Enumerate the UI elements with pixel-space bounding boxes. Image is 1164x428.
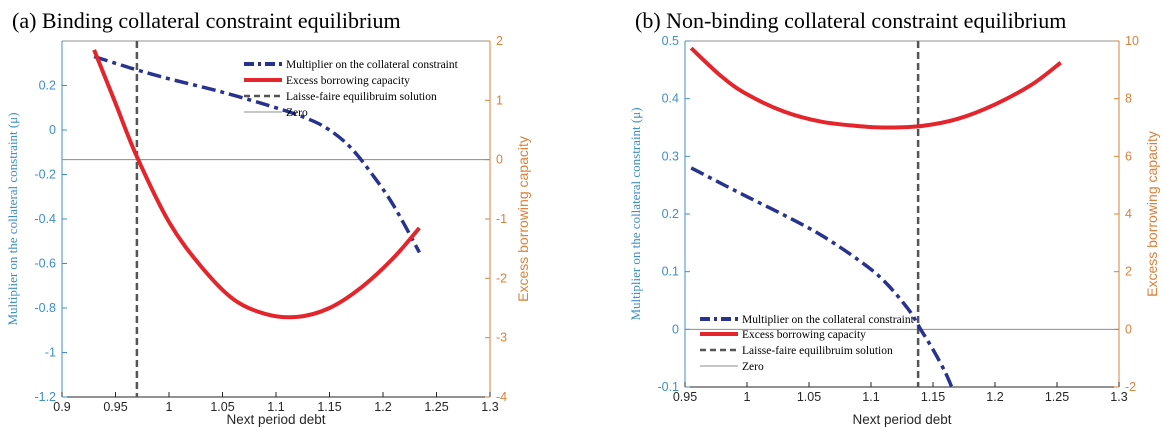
panel-0-x-tick-label: 1.15 [317, 400, 341, 414]
panel-0-x-tick-label: 1.3 [481, 400, 498, 414]
panel-1-right-tick-label: 10 [1125, 34, 1139, 48]
panel-a-plot: 0.9 0.95 1 1.05 1.1 1.15 1.2 1.25 1.3 -1.2 -1 -0.8 -… [34, 34, 507, 414]
legend-label-zero: Zero [286, 107, 308, 119]
panel-1-right-tick-label: 0 [1125, 322, 1132, 336]
panel-0-x-tick-label: 1.25 [424, 400, 448, 414]
panel-a-legend: Multiplier on the collateral constraint … [244, 59, 459, 119]
panel-1-left-tick-label: 0.4 [662, 92, 679, 106]
panel-1-x-tick-label: 1.15 [921, 390, 945, 404]
panel-0-left-tick-label: -0.4 [34, 212, 56, 226]
panel-1-x-tick-label: 1.3 [1110, 390, 1127, 404]
panel-0-x-tick-label: 1.05 [210, 400, 234, 414]
legend-label-laissez-faire: Laisse-faire equilibruim solution [286, 91, 437, 103]
legend-label-zero: Zero [742, 361, 764, 373]
panel-a-left-axis-label: Multiplier on the collateral constraint … [5, 112, 20, 325]
legend-label-laissez-faire: Laisse-faire equilibruim solution [742, 345, 893, 357]
panel-1-right-tick-label: -2 [1125, 380, 1136, 394]
legend-label-excess: Excess borrowing capacity [286, 75, 410, 87]
panel-0-x-tick-label: 0.95 [103, 400, 127, 414]
panel-1-left-tick-label: 0.3 [662, 149, 679, 163]
panel-0-left-tick-label: -0.2 [34, 168, 56, 182]
panel-1-right-tick-label: 8 [1125, 92, 1132, 106]
panel-0-left-tick-label: -0.6 [34, 257, 56, 271]
panel-b: (b) Non-binding collateral constraint eq… [628, 8, 1160, 427]
panel-0-right-tick-label: 2 [496, 34, 503, 48]
panel-b-plot: 0.95 1 1.05 1.1 1.15 1.2 1.25 1.3 -0.1 0 0.1 0.2 0.3… [657, 34, 1138, 404]
panel-1-multiplier-series [690, 166, 954, 387]
panel-1-left-tick-label: 0 [672, 322, 679, 336]
panel-0-excess-borrowing-series [92, 49, 421, 320]
panel-b-left-axis-label: Multiplier on the collateral constraint … [628, 107, 643, 320]
panel-1-x-tick-label: 1.05 [797, 390, 821, 404]
panel-0-right-tick-label: 0 [496, 153, 503, 167]
panel-1-left-tick-label: 0.1 [662, 265, 679, 279]
panel-1-excess-borrowing-series [689, 46, 1062, 130]
panel-a-right-axis-label: Excess borrowing capacity [515, 136, 531, 302]
panel-a-title: (a) Binding collateral constraint equili… [12, 8, 401, 33]
panel-a-x-axis-label: Next period debt [226, 412, 325, 427]
panel-0-x-tick-label: 1 [166, 400, 173, 414]
panel-0-left-tick-label: 0 [49, 123, 56, 137]
panel-0-right-tick-label: -4 [496, 390, 507, 404]
legend-label-excess: Excess borrowing capacity [742, 329, 866, 341]
panel-1-left-tick-label: 0.5 [662, 34, 679, 48]
panel-1-x-tick-label: 1.2 [986, 390, 1003, 404]
panel-b-title: (b) Non-binding collateral constraint eq… [635, 8, 1066, 33]
panel-1-left-tick-label: -0.1 [657, 380, 679, 394]
panel-0-left-tick-label: -1.2 [34, 390, 56, 404]
panel-0-left-tick-label: -0.8 [34, 301, 56, 315]
panel-b-x-axis-label: Next period debt [852, 412, 951, 427]
panel-1-right-tick-label: 2 [1125, 265, 1132, 279]
panel-0-x-tick-label: 1.1 [267, 400, 284, 414]
panel-0-left-tick-label: -1 [45, 346, 56, 360]
panel-0-left-tick-label: 0.2 [39, 79, 56, 93]
legend-label-multiplier: Multiplier on the collateral constraint [742, 314, 915, 326]
panel-1-left-tick-label: 0.2 [662, 207, 679, 221]
panel-1-x-tick-label: 1 [744, 390, 751, 404]
panel-b-legend: Multiplier on the collateral constraint … [700, 314, 915, 373]
panel-1-right-tick-label: 4 [1125, 207, 1132, 221]
panel-0-right-tick-label: -2 [496, 271, 507, 285]
panel-0-right-tick-label: -1 [496, 212, 507, 226]
panel-b-right-axis-label: Excess borrowing capacity [1144, 131, 1160, 297]
panel-0-multiplier-series [93, 54, 421, 254]
panel-1-right-tick-label: 6 [1125, 149, 1132, 163]
panel-0-x-tick-label: 0.9 [53, 400, 70, 414]
panel-0-right-tick-label: -3 [496, 331, 507, 345]
panel-0-right-tick-label: 1 [496, 93, 503, 107]
panel-1-x-tick-label: 1.25 [1045, 390, 1069, 404]
panel-0-x-tick-label: 1.2 [374, 400, 391, 414]
panel-1-x-tick-label: 1.1 [862, 390, 879, 404]
legend-label-multiplier: Multiplier on the collateral constraint [286, 59, 459, 71]
panel-1-x-tick-label: 0.95 [673, 390, 697, 404]
panel-a: (a) Binding collateral constraint equili… [5, 8, 531, 427]
